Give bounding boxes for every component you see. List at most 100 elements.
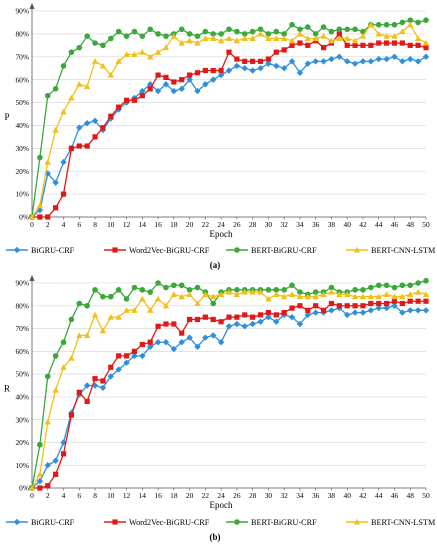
data-point bbox=[202, 314, 208, 320]
data-point bbox=[52, 457, 59, 464]
data-point bbox=[83, 83, 91, 90]
data-point bbox=[91, 382, 99, 389]
y-tick-label: 20% bbox=[15, 438, 29, 447]
data-point bbox=[91, 117, 99, 125]
data-point bbox=[225, 67, 233, 74]
data-point bbox=[68, 316, 75, 323]
data-point bbox=[162, 81, 170, 88]
data-point bbox=[359, 293, 367, 300]
data-point bbox=[194, 70, 201, 76]
data-point bbox=[37, 441, 43, 448]
data-point bbox=[234, 28, 240, 35]
y-axis-title: R bbox=[4, 384, 10, 394]
data-point bbox=[107, 373, 114, 380]
data-point bbox=[383, 21, 390, 28]
data-point bbox=[131, 51, 138, 58]
data-point bbox=[367, 58, 375, 65]
x-tick-label: 46 bbox=[391, 220, 399, 229]
data-point bbox=[76, 44, 83, 51]
data-point bbox=[265, 31, 272, 37]
data-point bbox=[359, 58, 367, 65]
data-point bbox=[170, 87, 178, 95]
legend-marker bbox=[112, 247, 118, 253]
x-tick-label: 30 bbox=[265, 220, 273, 229]
x-tick-label: 34 bbox=[296, 220, 304, 229]
data-point bbox=[84, 143, 90, 149]
series-line bbox=[31, 56, 427, 218]
x-tick-label: 32 bbox=[280, 491, 288, 500]
data-point bbox=[297, 289, 303, 295]
data-point bbox=[139, 295, 146, 302]
data-point bbox=[147, 339, 153, 345]
data-point bbox=[68, 94, 75, 101]
data-point bbox=[265, 60, 272, 67]
x-tick-label: 36 bbox=[312, 491, 320, 500]
data-point bbox=[241, 323, 248, 330]
data-point bbox=[376, 300, 382, 307]
y-tick-label: 0% bbox=[19, 213, 29, 222]
legend-item: BiGRU-CRF bbox=[6, 518, 75, 527]
data-point bbox=[399, 28, 406, 35]
data-point bbox=[107, 71, 114, 78]
data-point bbox=[391, 302, 398, 309]
data-point bbox=[76, 124, 83, 131]
data-point bbox=[297, 40, 303, 46]
data-point bbox=[289, 282, 295, 289]
data-point bbox=[68, 354, 75, 361]
data-point bbox=[37, 214, 43, 220]
data-point bbox=[100, 42, 106, 49]
data-point bbox=[28, 213, 36, 220]
data-point bbox=[226, 314, 232, 320]
data-point bbox=[344, 291, 351, 297]
x-tick-label: 10 bbox=[107, 491, 115, 500]
data-point bbox=[344, 35, 351, 42]
data-point bbox=[44, 92, 51, 99]
data-point bbox=[297, 26, 303, 33]
data-point bbox=[336, 303, 342, 309]
data-point bbox=[84, 398, 90, 405]
data-point bbox=[178, 85, 185, 93]
data-point bbox=[37, 485, 43, 491]
data-point bbox=[218, 31, 224, 37]
data-point bbox=[422, 53, 430, 60]
series-bigru-crf bbox=[28, 53, 430, 221]
data-point bbox=[37, 154, 43, 161]
data-point bbox=[328, 284, 335, 291]
data-point bbox=[273, 318, 280, 325]
data-point bbox=[186, 31, 193, 37]
data-point bbox=[415, 298, 421, 304]
data-point bbox=[115, 287, 122, 293]
x-tick-label: 12 bbox=[123, 220, 131, 229]
data-point bbox=[367, 21, 375, 28]
x-tick-label: 2 bbox=[46, 491, 50, 500]
x-tick-label: 12 bbox=[123, 491, 131, 500]
data-point bbox=[328, 300, 335, 307]
data-point bbox=[170, 345, 178, 353]
data-point bbox=[351, 293, 359, 300]
data-point bbox=[336, 31, 342, 37]
data-point bbox=[131, 284, 138, 291]
data-point bbox=[116, 353, 122, 359]
data-point bbox=[60, 158, 67, 166]
data-point bbox=[265, 56, 271, 62]
data-point bbox=[76, 389, 82, 395]
x-tick-label: 8 bbox=[93, 491, 97, 500]
data-point bbox=[83, 382, 91, 389]
legend-marker bbox=[234, 519, 240, 525]
data-point bbox=[241, 288, 248, 295]
data-point bbox=[217, 37, 225, 44]
y-tick-label: 50% bbox=[15, 370, 29, 379]
series-bert-bigru-crf bbox=[29, 17, 429, 220]
data-point bbox=[360, 42, 366, 48]
x-tick-label: 22 bbox=[202, 220, 210, 229]
data-point bbox=[155, 72, 161, 78]
data-point bbox=[422, 291, 430, 297]
data-point bbox=[178, 339, 185, 346]
data-point bbox=[367, 293, 375, 300]
data-point bbox=[68, 145, 74, 151]
data-point bbox=[139, 287, 146, 293]
legend-item: BERT-BiGRU-CRF bbox=[226, 246, 317, 255]
data-point bbox=[320, 32, 327, 39]
data-point bbox=[44, 373, 51, 380]
data-point bbox=[344, 42, 350, 48]
